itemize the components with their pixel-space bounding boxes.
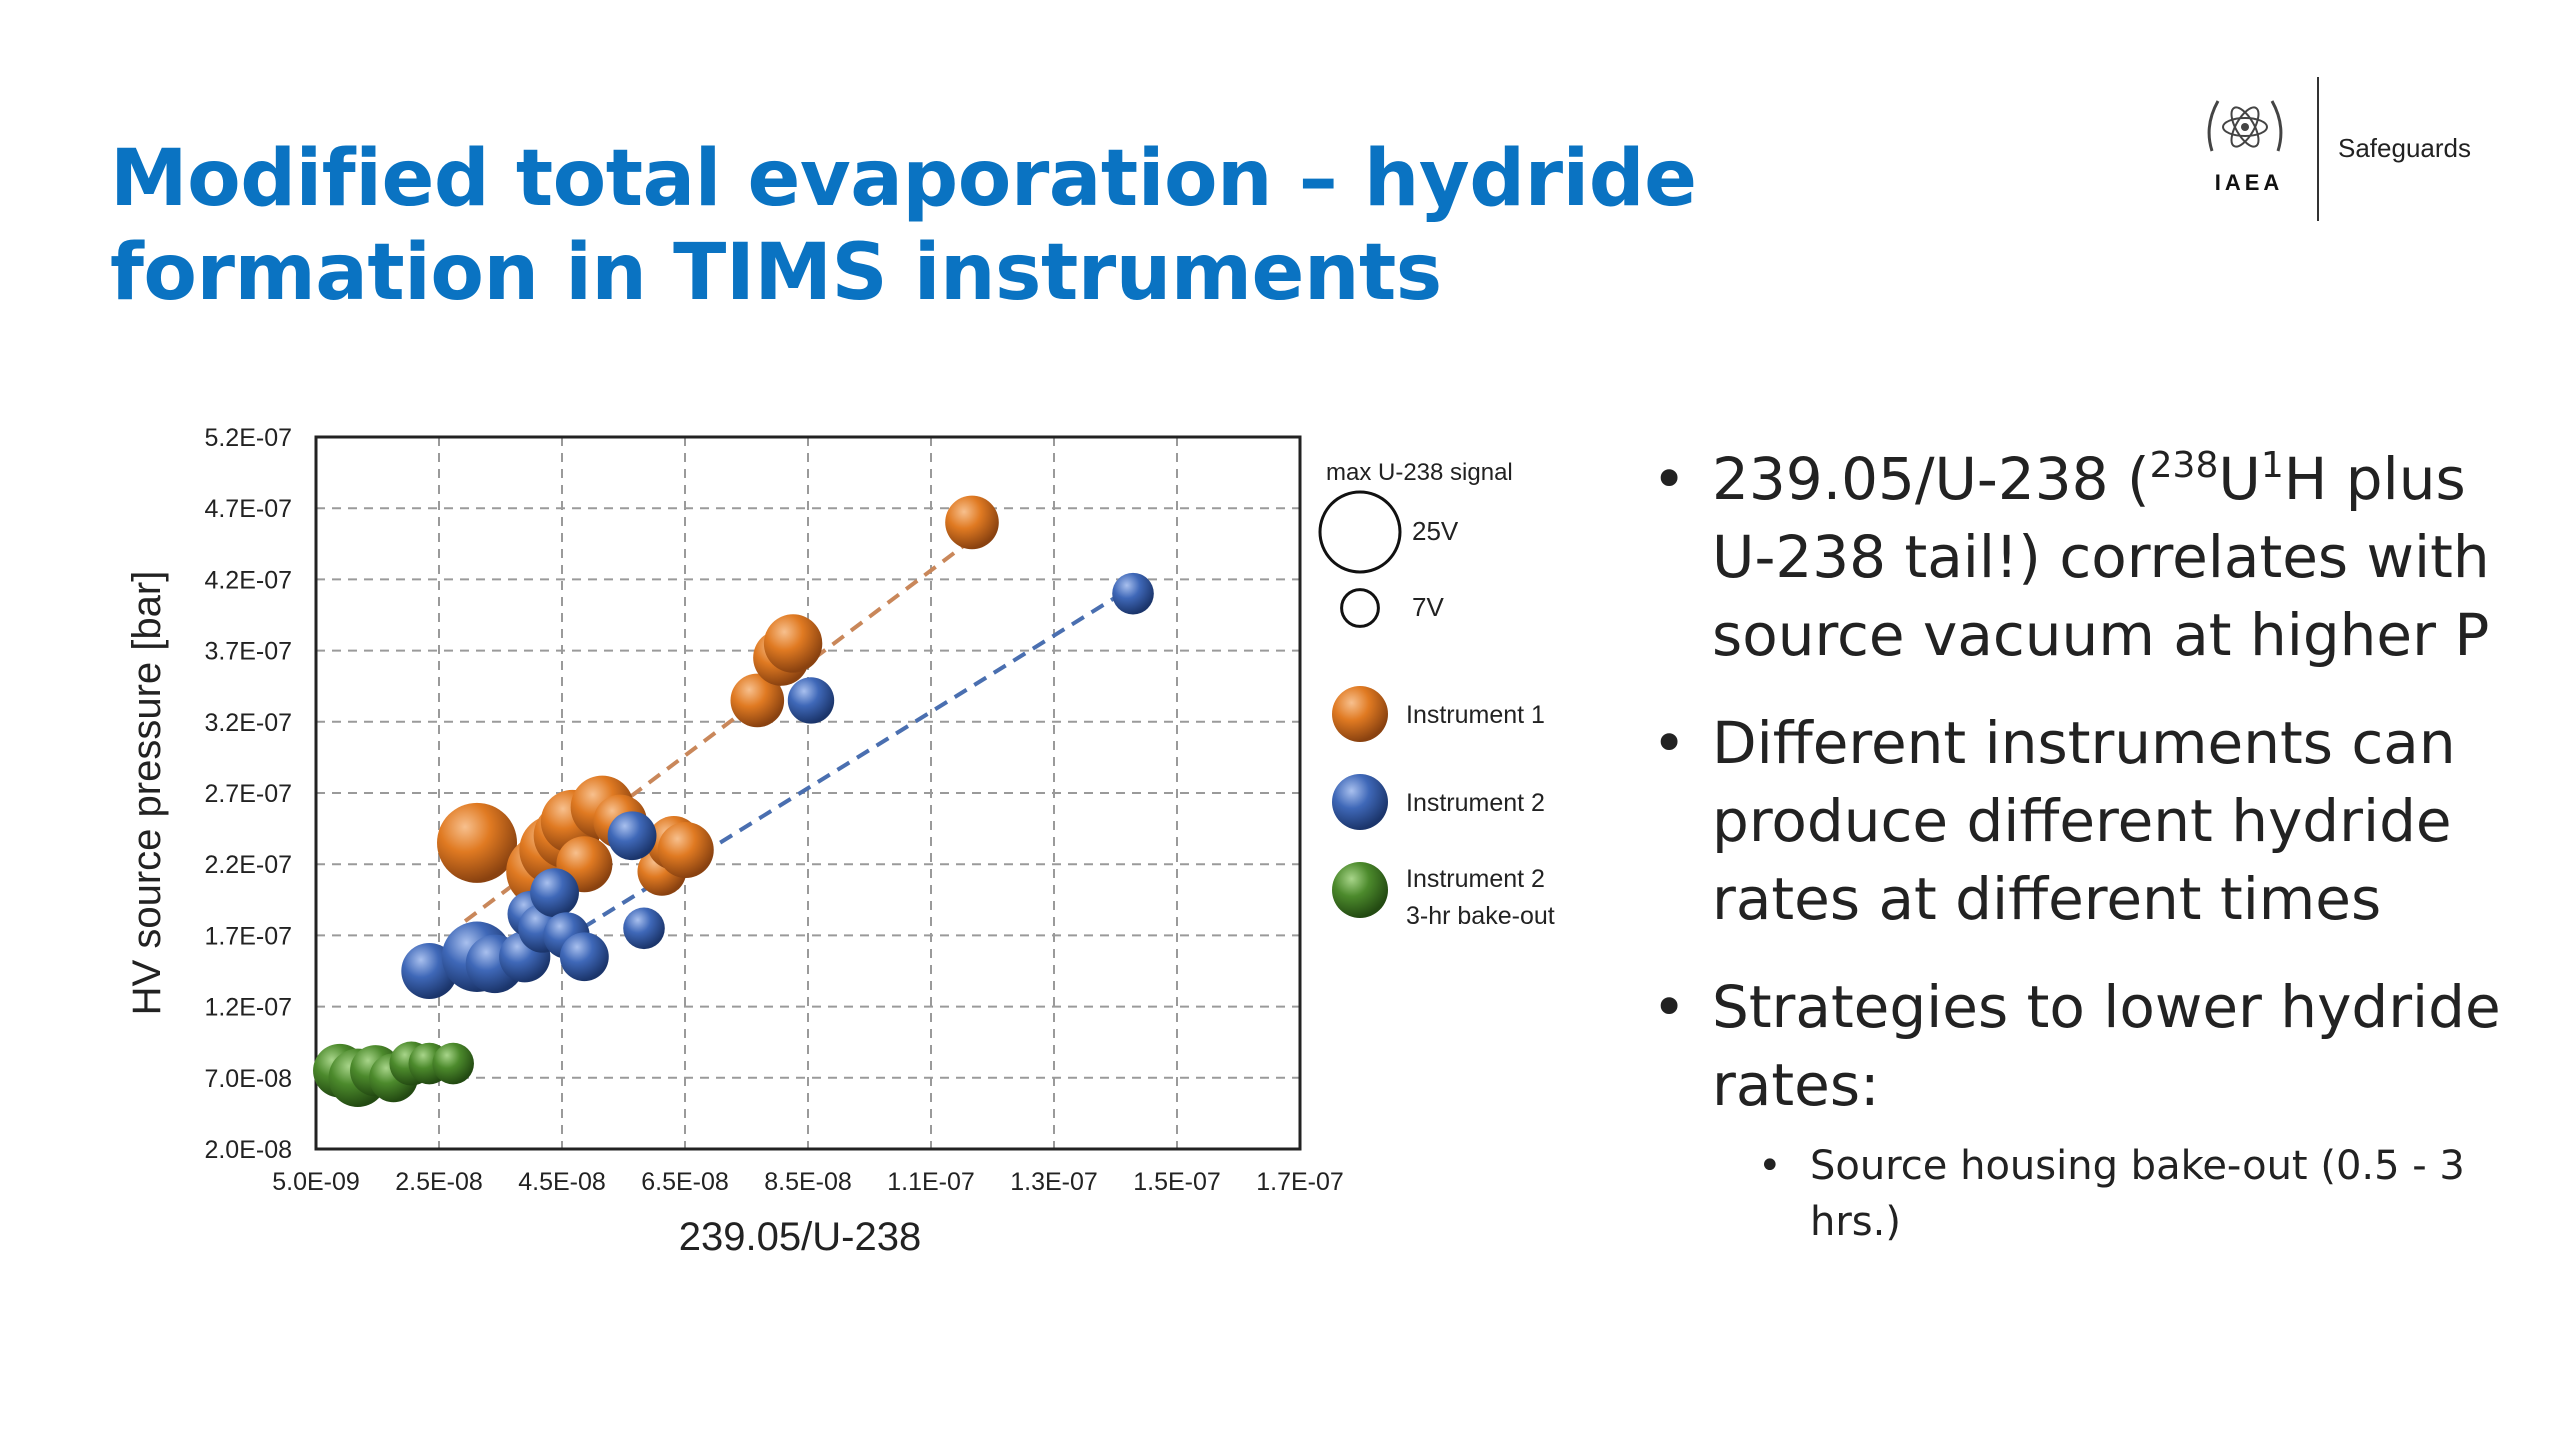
instrument-1-point — [657, 821, 714, 878]
iaea-emblem-icon — [2207, 100, 2283, 152]
instrument-2-point — [623, 907, 665, 950]
logo-text: IAEA — [2214, 170, 2284, 195]
x-tick-label: 5.0E-09 — [272, 1168, 360, 1196]
sub-bullet-dot: • — [1758, 1143, 1782, 1189]
instrument-2-point — [559, 932, 609, 982]
sub-bullet-text: Source housing bake-out (0.5 - 3 hrs.) — [1810, 1143, 2465, 1245]
x-tick-label: 8.5E-08 — [764, 1168, 852, 1196]
logo-divider — [2317, 77, 2319, 221]
data-points — [313, 495, 1154, 1108]
logo-subtitle: Safeguards — [2338, 133, 2471, 163]
legend-label: Instrument 2 — [1406, 865, 1545, 893]
instrument-1-point — [763, 614, 823, 673]
bullet-superscript: 238 — [2149, 445, 2219, 486]
bullet-superscript: 1 — [2260, 445, 2284, 486]
bullet-dot: • — [1652, 973, 1687, 1041]
instrument-2-point — [607, 811, 657, 861]
y-tick-label: 5.2E-07 — [204, 424, 292, 452]
x-tick-label: 1.7E-07 — [1256, 1168, 1344, 1196]
legend-label: Instrument 2 — [1406, 789, 1545, 817]
size-legend-title: max U-238 signal — [1326, 459, 1513, 486]
bake-out-point — [432, 1042, 474, 1085]
legend-marker — [1332, 686, 1388, 742]
instrument-1-point — [437, 802, 518, 883]
instrument-1-point — [945, 495, 999, 550]
scatter-chart: 5.2E-07 4.7E-07 4.2E-07 3.7E-07 3.2E-07 2.7E-… — [125, 424, 1555, 1259]
grid-lines — [316, 437, 1300, 1149]
x-axis-label: 239.05/U-238 — [679, 1215, 921, 1259]
bullet-dot: • — [1652, 445, 1687, 513]
size-legend-label: 25V — [1412, 516, 1459, 546]
bullet-text: H plus U-238 tail!) correlates with sour… — [1712, 445, 2490, 669]
y-tick-label: 7.0E-08 — [204, 1065, 292, 1093]
y-tick-label: 2.7E-07 — [204, 780, 292, 808]
x-tick-label: 4.5E-08 — [518, 1168, 606, 1196]
legend-marker — [1332, 862, 1388, 918]
y-tick-label: 4.2E-07 — [204, 566, 292, 594]
y-tick-label: 3.2E-07 — [204, 709, 292, 737]
size-legend-label: 7V — [1412, 592, 1444, 622]
slide-title: Modified total evaporation – hydride for… — [110, 134, 1697, 318]
plot-frame — [314, 435, 1302, 1151]
x-tick-label: 1.1E-07 — [887, 1168, 975, 1196]
legend-marker — [1332, 774, 1388, 830]
y-tick-label: 4.7E-07 — [204, 495, 292, 523]
iaea-logo: IAEA Safeguards — [2190, 75, 2490, 225]
x-tick-label: 1.5E-07 — [1133, 1168, 1221, 1196]
trend-line — [523, 584, 1135, 966]
bullet-text: Strategies to lower hydride rates: — [1712, 973, 2501, 1119]
y-tick-label: 1.7E-07 — [204, 922, 292, 950]
legend: max U-238 signal 25V 7V Instrument 1 Instrum… — [1318, 459, 1555, 930]
y-tick-label: 1.2E-07 — [204, 994, 292, 1022]
y-tick-label: 3.7E-07 — [204, 638, 292, 666]
y-tick-label: 2.2E-07 — [204, 851, 292, 879]
sub-bullet-item: • Source housing bake-out (0.5 - 3 hrs.) — [1640, 1138, 2540, 1250]
bullet-item: • Strategies to lower hydride rates: — [1640, 968, 2540, 1124]
x-tick-label: 2.5E-08 — [395, 1168, 483, 1196]
instrument-1-point — [730, 673, 785, 728]
bullet-text: 239.05/U-238 ( — [1712, 445, 2150, 513]
y-axis-label: HV source pressure [bar] — [125, 571, 169, 1016]
size-legend-marker — [1340, 588, 1380, 628]
bullet-item: • 239.05/U-238 (238U1H plus U-238 tail!)… — [1640, 440, 2540, 674]
y-tick-labels: 5.2E-07 4.7E-07 4.2E-07 3.7E-07 3.2E-07 2.7E-… — [204, 424, 292, 1164]
bullet-text: Different instruments can produce differ… — [1712, 709, 2456, 933]
y-tick-label: 2.0E-08 — [204, 1136, 292, 1164]
size-legend-marker — [1318, 490, 1402, 574]
instrument-2-point — [787, 677, 835, 724]
bullet-item: • Different instruments can produce diff… — [1640, 704, 2540, 938]
x-tick-label: 6.5E-08 — [641, 1168, 729, 1196]
bullet-list: • 239.05/U-238 (238U1H plus U-238 tail!)… — [1640, 440, 2540, 1250]
bullet-text: U — [2218, 445, 2261, 513]
x-tick-label: 1.3E-07 — [1010, 1168, 1098, 1196]
instrument-2-point — [530, 868, 579, 918]
x-tick-labels: 5.0E-09 2.5E-08 4.5E-08 6.5E-08 8.5E-08 1.1E-… — [272, 1168, 1344, 1196]
bullet-dot: • — [1652, 709, 1687, 777]
instrument-2-point — [1112, 572, 1154, 615]
legend-label: Instrument 1 — [1406, 701, 1545, 729]
legend-label-line2: 3-hr bake-out — [1406, 902, 1555, 930]
